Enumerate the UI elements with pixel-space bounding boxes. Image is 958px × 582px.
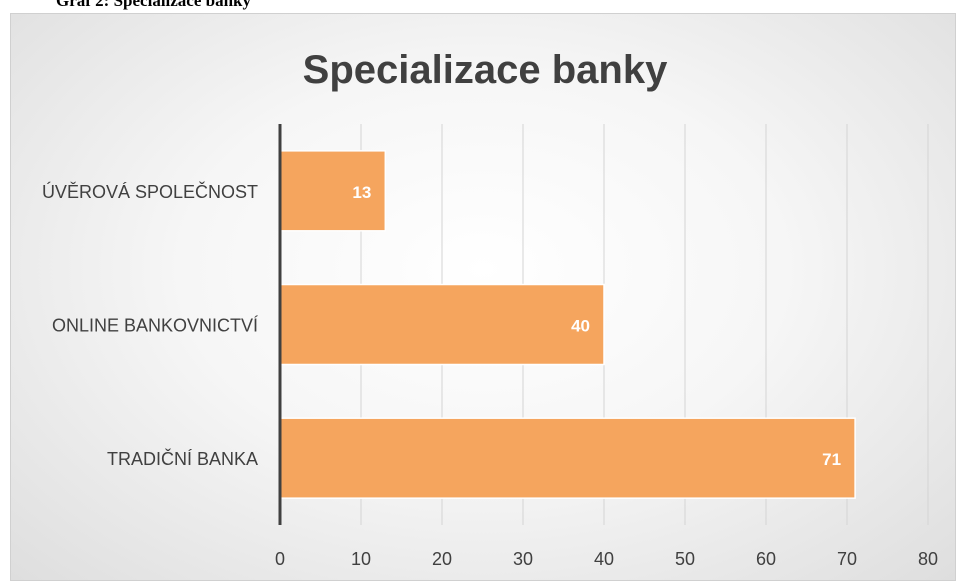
data-labels: 13 40 71 xyxy=(352,183,841,469)
tick-labels: 0 10 20 30 40 50 60 70 80 xyxy=(275,549,938,569)
x-tick-label: 80 xyxy=(918,549,938,569)
category-label: ONLINE BANKOVNICTVÍ xyxy=(52,316,258,336)
category-label: ÚVĚROVÁ SPOLEČNOST xyxy=(42,181,258,202)
x-tick-label: 20 xyxy=(432,549,452,569)
x-tick-label: 30 xyxy=(513,549,533,569)
figure-caption: Graf 2: Specializace banky xyxy=(56,0,252,10)
bar xyxy=(279,417,856,499)
data-label: 40 xyxy=(571,317,590,336)
chart-area: Specializace banky ÚVĚROVÁ SPOLEČNOST ONL… xyxy=(10,13,956,581)
x-tick-label: 70 xyxy=(837,549,857,569)
x-tick-label: 10 xyxy=(351,549,371,569)
category-label: TRADIČNÍ BANKA xyxy=(107,448,258,469)
x-tick-label: 50 xyxy=(675,549,695,569)
x-tick-label: 60 xyxy=(756,549,776,569)
data-label: 13 xyxy=(352,183,371,202)
x-tick-label: 0 xyxy=(275,549,285,569)
x-tick-label: 40 xyxy=(594,549,614,569)
category-labels: ÚVĚROVÁ SPOLEČNOST ONLINE BANKOVNICTVÍ TRA… xyxy=(42,181,258,469)
bar xyxy=(279,283,605,366)
bars xyxy=(279,150,856,499)
chart-svg: Specializace banky ÚVĚROVÁ SPOLEČNOST ONL… xyxy=(42,48,938,569)
data-label: 71 xyxy=(822,450,841,469)
chart-title: Specializace banky xyxy=(303,48,668,92)
